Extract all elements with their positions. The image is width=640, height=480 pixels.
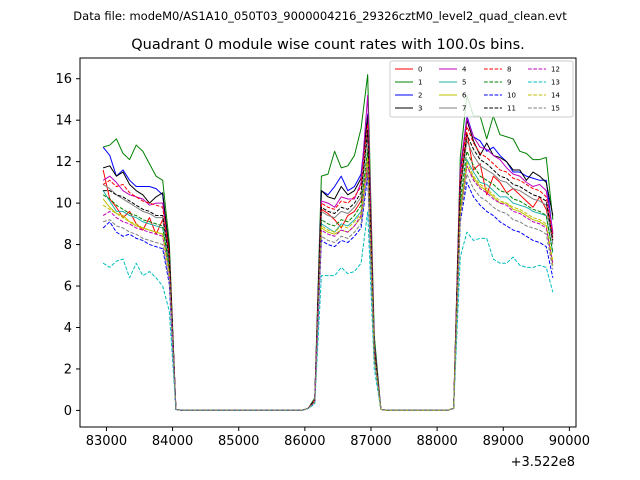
series-line-9 — [102, 148, 554, 411]
legend-label-3: 3 — [418, 105, 422, 113]
series-line-13 — [102, 210, 554, 411]
x-tick-label: 85000 — [218, 434, 259, 449]
y-tick-label: 0 — [64, 404, 72, 419]
legend-label-8: 8 — [507, 66, 511, 74]
series-line-15 — [103, 169, 554, 411]
y-tick-label: 2 — [64, 362, 72, 377]
series-line-3 — [103, 115, 554, 411]
series-line-1 — [103, 74, 554, 411]
y-tick-label: 8 — [64, 238, 72, 253]
legend-label-2: 2 — [418, 92, 422, 100]
legend-label-14: 14 — [551, 92, 560, 100]
x-axis-offset-label: +3.522e8 — [511, 455, 575, 470]
x-tick-label: 90000 — [549, 434, 590, 449]
y-tick-label: 16 — [55, 72, 72, 87]
y-tick-label: 6 — [64, 280, 72, 295]
legend-label-10: 10 — [507, 92, 516, 100]
series-line-2 — [102, 113, 554, 411]
legend-frame — [389, 60, 574, 118]
legend-label-1: 1 — [418, 79, 422, 87]
y-tick-label: 14 — [55, 114, 72, 129]
x-tick-label: 83000 — [86, 434, 127, 449]
legend-label-15: 15 — [551, 105, 560, 113]
axis-ticks: 83000 84000 85000 86000 87000 88000 89000 90000… — [55, 72, 590, 449]
x-tick-label: 89000 — [483, 434, 524, 449]
legend-label-7: 7 — [462, 105, 466, 113]
series-line-4 — [102, 94, 554, 411]
legend-label-13: 13 — [551, 79, 560, 87]
legend-label-9: 9 — [507, 79, 511, 87]
plot-area-frame — [79, 57, 577, 428]
y-tick-label: 10 — [55, 197, 72, 212]
legend-label-11: 11 — [507, 105, 516, 113]
legend-label-0: 0 — [418, 66, 422, 74]
chart-title: Quadrant 0 module wise count rates with … — [131, 37, 525, 53]
x-tick-label: 88000 — [416, 434, 457, 449]
series-layer — [102, 74, 554, 411]
x-tick-label: 84000 — [152, 434, 193, 449]
legend-label-4: 4 — [462, 66, 467, 74]
legend-label-12: 12 — [551, 66, 560, 74]
x-tick-label: 87000 — [350, 434, 391, 449]
legend-label-6: 6 — [462, 92, 467, 100]
figure-suptitle: Data file: modeM0/AS1A10_050T03_90000042… — [73, 9, 567, 23]
x-tick-label: 86000 — [284, 434, 325, 449]
legend-label-5: 5 — [462, 79, 466, 87]
y-tick-label: 12 — [55, 155, 72, 170]
series-line-12 — [102, 161, 554, 411]
y-tick-label: 4 — [64, 321, 72, 336]
